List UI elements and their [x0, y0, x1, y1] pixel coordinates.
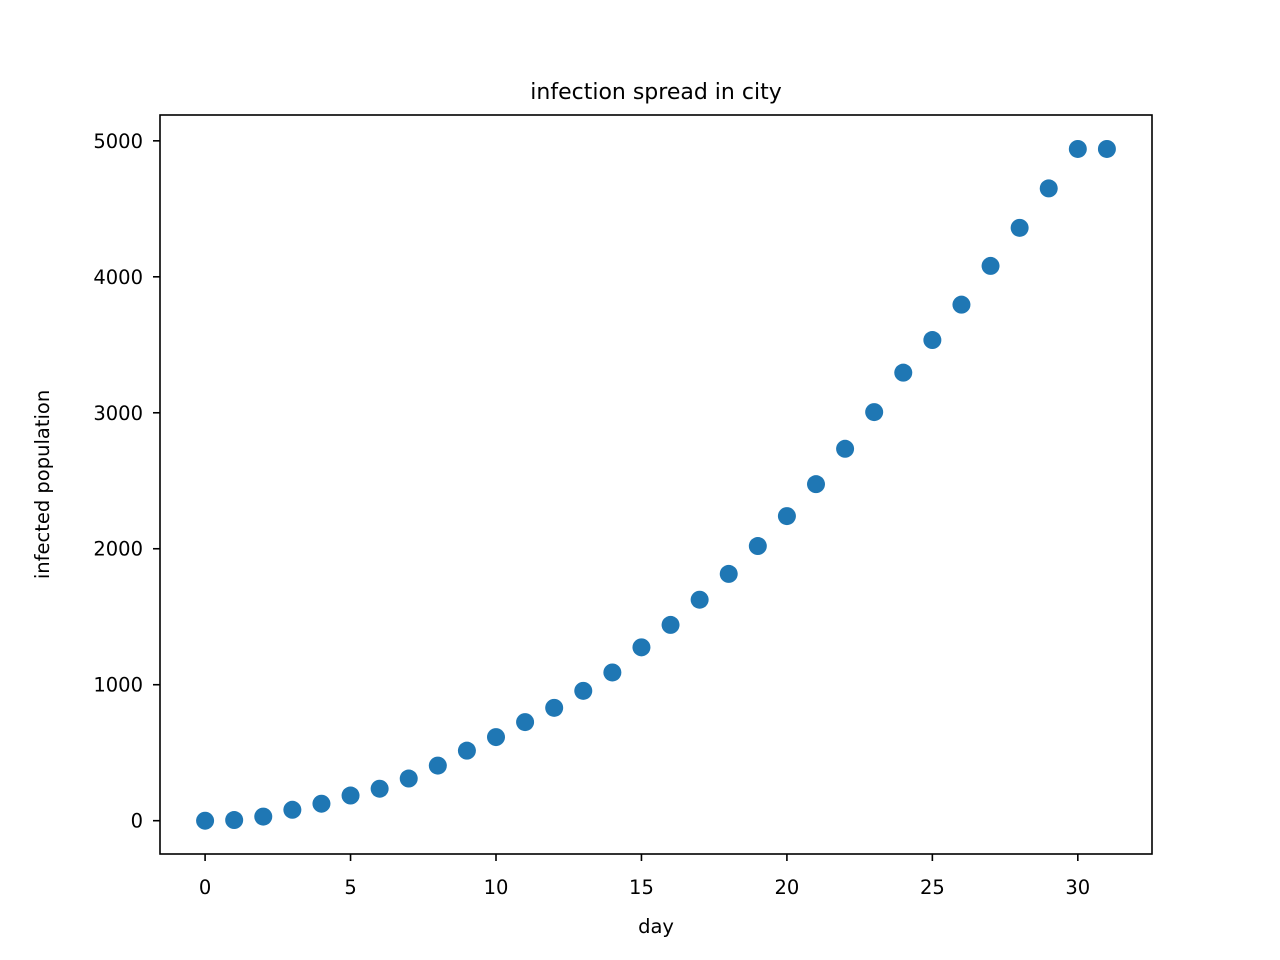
- y-tick-label: 2000: [93, 538, 143, 561]
- data-point: [428, 756, 447, 775]
- data-point: [748, 537, 767, 556]
- x-tick-label: 15: [629, 876, 654, 899]
- data-point: [1039, 179, 1058, 198]
- data-point: [516, 713, 535, 732]
- x-tick-label: 20: [774, 876, 799, 899]
- y-tick-label: 5000: [93, 130, 143, 153]
- plot-frame: [159, 114, 1153, 855]
- data-point: [661, 615, 680, 634]
- data-point: [1068, 139, 1087, 158]
- data-point: [574, 681, 593, 700]
- data-point: [603, 663, 622, 682]
- data-point: [836, 439, 855, 458]
- data-point: [254, 807, 273, 826]
- y-tick-label: 4000: [93, 266, 143, 289]
- data-point: [807, 475, 825, 494]
- x-tick-label: 25: [920, 876, 945, 899]
- x-axis-label: day: [638, 915, 674, 938]
- data-point: [1097, 139, 1116, 158]
- data-point: [196, 811, 215, 830]
- data-point: [632, 638, 651, 657]
- data-point: [719, 564, 738, 583]
- y-tick-label: 0: [131, 810, 143, 833]
- x-tick-label: 30: [1065, 876, 1090, 899]
- data-point: [545, 698, 564, 717]
- data-point: [894, 363, 913, 382]
- data-point: [399, 769, 418, 788]
- data-point: [341, 786, 360, 805]
- x-axis-ticks: 0 5 10 15 20 25 30: [199, 854, 1090, 899]
- data-point: [865, 403, 884, 422]
- plot-area: [160, 115, 1152, 854]
- x-tick-label: 10: [484, 876, 509, 899]
- y-tick-label: 3000: [93, 402, 143, 425]
- data-point: [1010, 218, 1029, 237]
- data-point: [487, 728, 505, 747]
- data-point: [981, 256, 1000, 275]
- data-point: [923, 331, 942, 350]
- y-tick-label: 1000: [93, 674, 143, 697]
- chart-title: infection spread in city: [530, 80, 781, 105]
- x-tick-label: 0: [199, 876, 211, 899]
- data-point: [225, 811, 244, 830]
- data-point: [690, 590, 709, 609]
- data-point: [283, 800, 302, 819]
- data-point: [777, 507, 796, 526]
- data-points: [196, 139, 1116, 830]
- x-tick-label: 5: [344, 876, 356, 899]
- y-axis-ticks: 0 1000 2000 3000 4000 5000: [93, 130, 160, 833]
- data-point: [370, 779, 389, 798]
- y-axis-label: infected population: [31, 390, 54, 579]
- data-point: [312, 794, 331, 813]
- data-point: [952, 295, 971, 314]
- data-point: [457, 741, 476, 760]
